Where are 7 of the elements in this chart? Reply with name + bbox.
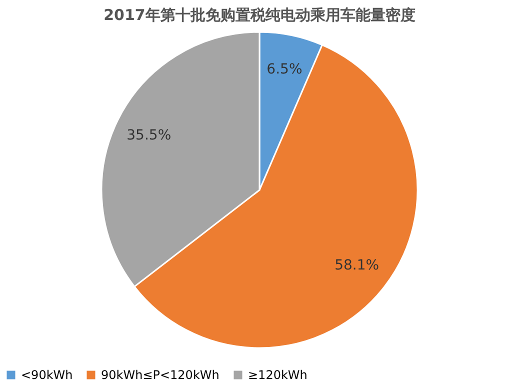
legend-label: 90kWh≤P<120kWh (101, 368, 220, 382)
data-label: 6.5% (266, 61, 302, 78)
legend-label: <90kWh (21, 368, 73, 382)
data-label: 35.5% (126, 128, 172, 144)
data-label: 58.1% (334, 258, 380, 274)
legend-label: ≥120kWh (248, 368, 308, 382)
chart-title: 2017年第十批免购置税纯电动乘用车能量密度 (104, 6, 416, 24)
